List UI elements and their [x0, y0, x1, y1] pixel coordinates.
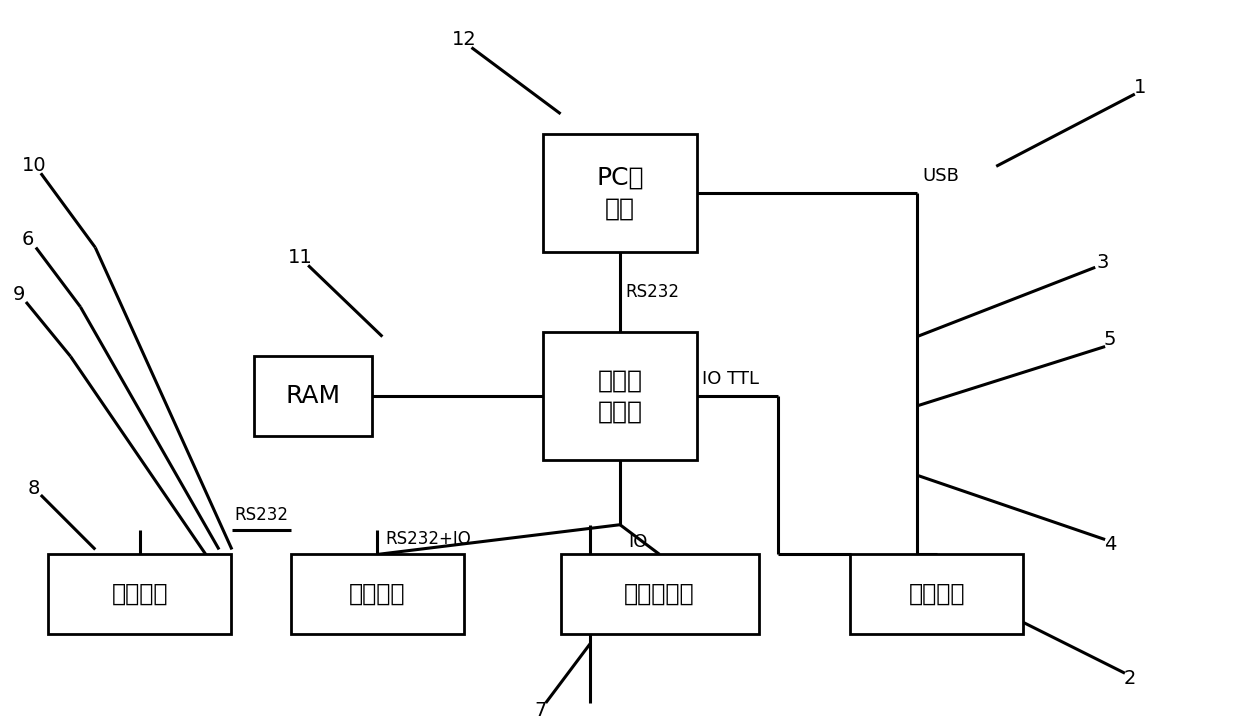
- Text: 9: 9: [12, 285, 25, 304]
- Text: IO TTL: IO TTL: [702, 370, 759, 388]
- Text: IO: IO: [627, 533, 647, 551]
- Text: 4: 4: [1104, 535, 1116, 554]
- Text: 液路单元: 液路单元: [112, 582, 169, 606]
- Bar: [543, 332, 697, 461]
- Text: RS232: RS232: [625, 283, 680, 301]
- Text: PC控
制器: PC控 制器: [596, 165, 644, 221]
- Text: 11: 11: [288, 248, 312, 267]
- Bar: [291, 554, 464, 634]
- Text: 5: 5: [1104, 330, 1116, 349]
- Text: 激光器单元: 激光器单元: [624, 582, 694, 606]
- Text: RS232: RS232: [234, 505, 289, 523]
- Text: 相机单元: 相机单元: [909, 582, 965, 606]
- Text: 8: 8: [27, 479, 40, 497]
- Text: 7: 7: [534, 702, 547, 720]
- Text: RS232+IO: RS232+IO: [386, 531, 471, 549]
- Text: 2: 2: [1123, 668, 1136, 688]
- Text: 3: 3: [1097, 253, 1110, 272]
- Text: 10: 10: [21, 156, 46, 174]
- Bar: [560, 554, 759, 634]
- Text: 12: 12: [453, 30, 477, 49]
- Text: RAM: RAM: [285, 384, 341, 408]
- Text: 平台单元: 平台单元: [350, 582, 405, 606]
- Bar: [851, 554, 1023, 634]
- Text: 6: 6: [22, 230, 35, 249]
- Text: USB: USB: [923, 167, 959, 185]
- Bar: [254, 356, 372, 435]
- Bar: [48, 554, 232, 634]
- Text: 嵌入式
控制器: 嵌入式 控制器: [598, 368, 642, 424]
- Bar: [543, 133, 697, 252]
- Text: 1: 1: [1133, 78, 1146, 97]
